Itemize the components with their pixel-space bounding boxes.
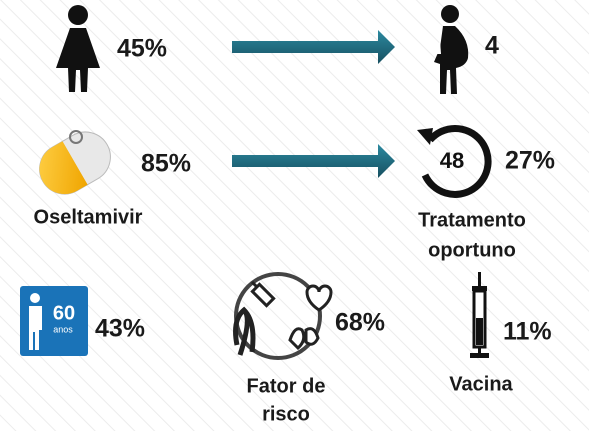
timely-label: Tratamento [418,209,526,231]
oseltamivir-label: Oseltamivir [34,206,143,228]
women-stat: 45% [117,35,167,63]
risk-label: Fator de [247,375,326,397]
risk-label: risco [262,403,310,425]
age-number: 60 [53,302,75,324]
clock-number: 48 [440,148,464,173]
woman-icon [56,5,100,92]
age-icon: 60 anos [20,286,88,356]
vaccine-stat: 11% [503,318,552,346]
pill-icon [39,130,111,195]
risk-stat: 68% [335,309,385,337]
risk-icon [233,272,333,360]
oseltamivir-stat: 85% [141,150,191,178]
syringe-icon [470,272,489,358]
pregnant-icon [434,5,469,94]
timely-label: oportuno [428,239,516,261]
pregnant-stat: 4 [485,32,499,60]
elderly-stat: 43% [95,315,145,343]
timely-stat: 27% [505,147,555,175]
vaccine-label: Vacina [449,373,513,395]
arrow [232,144,395,178]
clock-icon: 48 [417,124,492,198]
arrow [232,30,395,64]
age-unit: anos [53,324,73,334]
